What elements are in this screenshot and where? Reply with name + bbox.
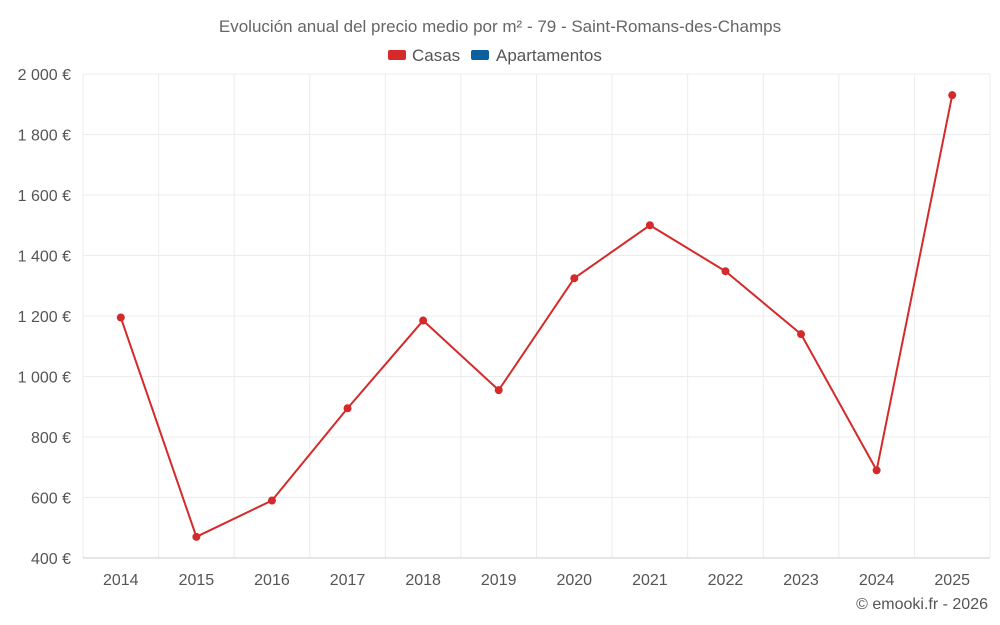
y-tick-label: 1 000 € <box>18 370 71 387</box>
data-point-casas[interactable] <box>494 386 503 395</box>
y-tick-label: 400 € <box>31 551 71 568</box>
legend: Casas Apartamentos <box>388 46 602 65</box>
x-tick-label: 2014 <box>103 572 139 589</box>
legend-item-apartamentos[interactable]: Apartamentos <box>471 46 602 65</box>
chart-title: Evolución anual del precio medio por m² … <box>219 17 781 36</box>
legend-label-apartamentos: Apartamentos <box>496 46 602 65</box>
y-tick-label: 1 200 € <box>18 309 71 326</box>
x-tick-label: 2023 <box>783 572 819 589</box>
x-gridlines <box>82 74 991 558</box>
x-tick-label: 2017 <box>330 572 366 589</box>
y-tick-label: 1 400 € <box>18 249 71 266</box>
legend-swatch-apartamentos <box>471 50 489 60</box>
legend-item-casas[interactable]: Casas <box>388 46 460 65</box>
data-point-casas[interactable] <box>721 267 730 276</box>
y-tick-label: 1 600 € <box>18 188 71 205</box>
credit-text: © emooki.fr - 2026 <box>856 596 988 613</box>
y-tick-label: 800 € <box>31 430 71 447</box>
x-tick-label: 2024 <box>859 572 895 589</box>
data-point-casas[interactable] <box>192 532 201 541</box>
series-group <box>116 91 957 541</box>
series-line-casas <box>119 94 954 538</box>
data-point-casas[interactable] <box>797 330 806 339</box>
data-point-casas[interactable] <box>267 496 276 505</box>
legend-label-casas: Casas <box>412 46 460 65</box>
x-tick-label: 2018 <box>405 572 441 589</box>
x-axis-labels: 2014 2015 2016 2017 2018 2019 2020 2021 2022 2023… <box>103 572 970 589</box>
x-tick-label: 2025 <box>934 572 970 589</box>
x-tick-label: 2022 <box>708 572 744 589</box>
data-point-casas[interactable] <box>343 404 352 413</box>
y-tick-label: 600 € <box>31 491 71 508</box>
y-axis-labels: 400 € 600 € 800 € 1 000 € 1 200 € 1 400 € 1 60… <box>18 67 71 568</box>
x-tick-label: 2019 <box>481 572 517 589</box>
data-point-casas[interactable] <box>116 313 125 322</box>
x-tick-label: 2021 <box>632 572 668 589</box>
x-tick-label: 2020 <box>556 572 592 589</box>
data-point-casas[interactable] <box>645 221 654 230</box>
data-point-casas[interactable] <box>570 274 579 283</box>
legend-swatch-casas <box>388 50 406 60</box>
data-point-casas[interactable] <box>419 316 428 325</box>
y-tick-label: 2 000 € <box>18 67 71 84</box>
data-point-casas[interactable] <box>948 91 957 100</box>
x-tick-label: 2015 <box>179 572 215 589</box>
y-tick-label: 1 800 € <box>18 128 71 145</box>
x-tick-label: 2016 <box>254 572 290 589</box>
data-point-casas[interactable] <box>872 466 881 475</box>
